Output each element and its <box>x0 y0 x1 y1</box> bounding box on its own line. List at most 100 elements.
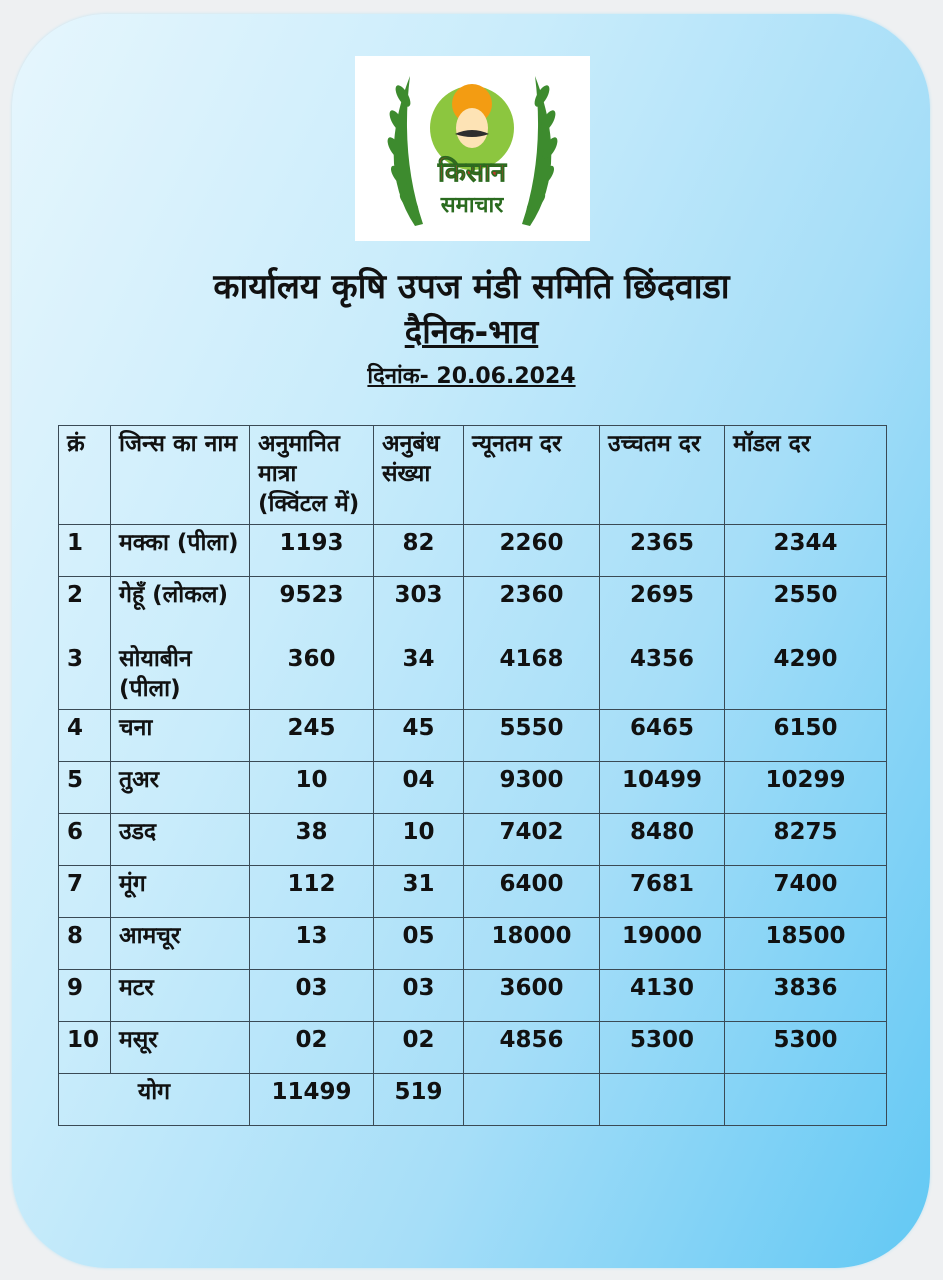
value-cell: 34 <box>373 641 464 710</box>
serial-cell: 1 <box>58 523 111 577</box>
value-cell: 19000 <box>599 916 725 970</box>
column-header: उच्चतम दर <box>599 425 725 525</box>
table-row: 1 मक्का (पीला) 1193 82 2260 2365 2344 <box>58 523 887 577</box>
value-cell: 10 <box>249 760 374 814</box>
commodity-cell: आमचूर <box>110 916 250 970</box>
serial-cell: 9 <box>58 968 111 1022</box>
commodity-cell: मटर <box>110 968 250 1022</box>
value-cell: 04 <box>373 760 464 814</box>
logo-art: किसान समाचार <box>387 76 561 226</box>
table-head: क्रं जिन्स का नाम अनुमानित मात्रा (क्विंटल… <box>58 425 887 525</box>
table-row: 3 सोयाबीन (पीला) 360 34 4168 4356 4290 <box>58 641 887 710</box>
value-cell: 6150 <box>724 708 887 762</box>
column-header: अनुबंध संख्या <box>373 425 464 525</box>
value-cell: 18500 <box>724 916 887 970</box>
table-row: 4 चना 245 45 5550 6465 6150 <box>58 708 887 762</box>
value-cell: 13 <box>249 916 374 970</box>
value-cell: 8275 <box>724 812 887 866</box>
value-cell: 2365 <box>599 523 725 577</box>
serial-cell: 8 <box>58 916 111 970</box>
column-header: न्यूनतम दर <box>463 425 600 525</box>
value-cell: 6465 <box>599 708 725 762</box>
total-contracts: 519 <box>373 1072 464 1126</box>
value-cell: 2695 <box>599 575 725 642</box>
column-header: जिन्स का नाम <box>110 425 250 525</box>
serial-cell: 2 <box>58 575 111 642</box>
value-cell: 1193 <box>249 523 374 577</box>
table-row: 9 मटर 03 03 3600 4130 3836 <box>58 968 887 1022</box>
empty-cell <box>724 1072 887 1126</box>
price-table: क्रं जिन्स का नाम अनुमानित मात्रा (क्विंटल… <box>58 425 887 1126</box>
value-cell: 5300 <box>724 1020 887 1074</box>
value-cell: 03 <box>373 968 464 1022</box>
column-header: अनुमानित मात्रा (क्विंटल में) <box>249 425 374 525</box>
serial-cell: 4 <box>58 708 111 762</box>
value-cell: 38 <box>249 812 374 866</box>
value-cell: 303 <box>373 575 464 642</box>
date: दिनांक- 20.06.2024 <box>367 364 576 389</box>
value-cell: 7402 <box>463 812 600 866</box>
value-cell: 9523 <box>249 575 374 642</box>
commodity-cell: उडद <box>110 812 250 866</box>
table-row: 8 आमचूर 13 05 18000 19000 18500 <box>58 916 887 970</box>
total-quantity: 11499 <box>249 1072 374 1126</box>
table-row: 2 गेहूँ (लोकल) 9523 303 2360 2695 2550 <box>58 575 887 642</box>
value-cell: 2260 <box>463 523 600 577</box>
title: कार्यालय कृषि उपज मंडी समिति छिंदवाडा <box>213 267 730 307</box>
subtitle-wrap: दैनिक-भाव <box>0 308 943 353</box>
commodity-cell: मूंग <box>110 864 250 918</box>
value-cell: 4356 <box>599 641 725 710</box>
column-header: क्रं <box>58 425 111 525</box>
serial-cell: 5 <box>58 760 111 814</box>
value-cell: 10 <box>373 812 464 866</box>
value-cell: 4290 <box>724 641 887 710</box>
commodity-cell: गेहूँ (लोकल) <box>110 575 250 642</box>
value-cell: 112 <box>249 864 374 918</box>
serial-cell: 7 <box>58 864 111 918</box>
commodity-cell: मक्का (पीला) <box>110 523 250 577</box>
serial-cell: 10 <box>58 1020 111 1074</box>
table-row: 10 मसूर 02 02 4856 5300 5300 <box>58 1020 887 1074</box>
value-cell: 2360 <box>463 575 600 642</box>
subtitle: दैनिक-भाव <box>404 312 539 351</box>
total-row: योग 11499 519 <box>58 1072 887 1126</box>
value-cell: 05 <box>373 916 464 970</box>
value-cell: 18000 <box>463 916 600 970</box>
commodity-cell: तुअर <box>110 760 250 814</box>
value-cell: 6400 <box>463 864 600 918</box>
table-row: 6 उडद 38 10 7402 8480 8275 <box>58 812 887 866</box>
value-cell: 82 <box>373 523 464 577</box>
value-cell: 02 <box>249 1020 374 1074</box>
logo-text: किसान <box>437 156 507 188</box>
serial-cell: 6 <box>58 812 111 866</box>
header-row: क्रं जिन्स का नाम अनुमानित मात्रा (क्विंटल… <box>58 425 887 525</box>
face <box>456 108 488 148</box>
table-row: 7 मूंग 112 31 6400 7681 7400 <box>58 864 887 918</box>
value-cell: 245 <box>249 708 374 762</box>
value-cell: 7400 <box>724 864 887 918</box>
value-cell: 31 <box>373 864 464 918</box>
value-cell: 5550 <box>463 708 600 762</box>
wheat <box>387 76 561 226</box>
value-cell: 5300 <box>599 1020 725 1074</box>
value-cell: 45 <box>373 708 464 762</box>
logo-text: समाचार <box>440 193 504 218</box>
total-label: योग <box>58 1072 250 1126</box>
value-cell: 8480 <box>599 812 725 866</box>
value-cell: 7681 <box>599 864 725 918</box>
commodity-cell: मसूर <box>110 1020 250 1074</box>
table-row: 5 तुअर 10 04 9300 10499 10299 <box>58 760 887 814</box>
empty-cell <box>463 1072 600 1126</box>
value-cell: 3836 <box>724 968 887 1022</box>
value-cell: 4130 <box>599 968 725 1022</box>
value-cell: 03 <box>249 968 374 1022</box>
value-cell: 4856 <box>463 1020 600 1074</box>
value-cell: 2550 <box>724 575 887 642</box>
value-cell: 10299 <box>724 760 887 814</box>
value-cell: 10499 <box>599 760 725 814</box>
column-header: मॉडल दर <box>724 425 887 525</box>
logo: किसान समाचार <box>355 56 590 241</box>
moustache <box>455 130 489 137</box>
commodity-cell: सोयाबीन (पीला) <box>110 641 250 710</box>
